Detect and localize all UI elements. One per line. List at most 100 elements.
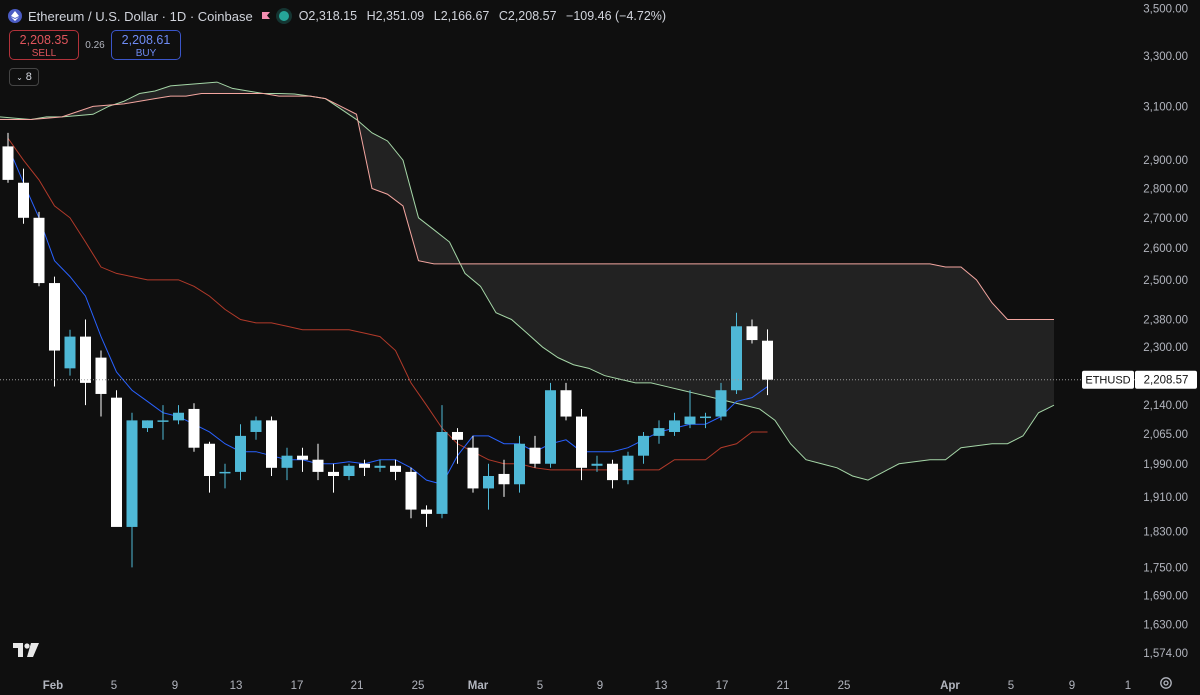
candle — [638, 431, 649, 464]
close-value: C2,208.57 — [498, 9, 557, 23]
y-tick-label: 1,910.00 — [1143, 492, 1188, 504]
candle — [111, 390, 122, 527]
candle-body — [64, 336, 76, 369]
y-tick-label: 3,100.00 — [1143, 101, 1188, 113]
candle — [281, 447, 293, 481]
cloud-fill — [0, 82, 1054, 481]
chevron-down-icon: ⌄ — [16, 72, 23, 82]
tradingview-logo-icon[interactable] — [12, 640, 42, 660]
candle-body — [18, 182, 29, 218]
symbol-tag-label: ETHUSD — [1085, 375, 1130, 387]
x-tick-label: 9 — [597, 680, 603, 692]
x-tick-label: 21 — [351, 680, 364, 692]
spread-value: 0.26 — [85, 39, 105, 51]
candle — [235, 424, 246, 481]
candle-body — [514, 443, 525, 485]
y-tick-label: 2,140.00 — [1143, 400, 1188, 412]
live-dot-icon — [278, 11, 289, 21]
candle-body — [421, 509, 432, 514]
candle-body — [467, 447, 479, 489]
settings-icon[interactable] — [1159, 676, 1173, 690]
candle — [715, 382, 727, 421]
candle-body — [157, 420, 169, 422]
candle-body — [746, 326, 758, 341]
candle-body — [235, 435, 246, 472]
indicators-toggle-button[interactable]: ⌄ 8 — [9, 68, 39, 86]
flag-icon[interactable] — [261, 11, 271, 21]
candle — [421, 505, 432, 527]
buy-label: BUY — [135, 48, 157, 59]
candle — [343, 463, 355, 481]
candle-body — [2, 146, 14, 180]
symbol-title[interactable]: Ethereum / U.S. Dollar · 1D · Coinbase — [28, 8, 253, 24]
candle-body — [266, 420, 277, 468]
indicators-count: 8 — [25, 71, 32, 83]
candle — [49, 276, 60, 387]
candle — [545, 382, 556, 468]
candle-body — [545, 390, 556, 464]
candle — [514, 435, 525, 493]
sell-button[interactable]: 2,208.35 SELL — [9, 30, 79, 60]
candle-body — [188, 408, 200, 448]
x-tick-label: 21 — [777, 680, 790, 692]
price-tag-label: 2,208.57 — [1144, 375, 1189, 387]
candle — [762, 329, 773, 396]
candle-body — [281, 455, 293, 468]
candle — [653, 420, 665, 444]
candle — [746, 319, 758, 344]
candle — [390, 459, 401, 481]
candle — [576, 408, 587, 481]
x-tick-label: 17 — [716, 680, 729, 692]
y-tick-label: 3,300.00 — [1143, 51, 1188, 63]
buy-button[interactable]: 2,208.61 BUY — [111, 30, 181, 60]
candle-body — [343, 465, 355, 476]
candle — [700, 412, 711, 429]
y-tick-label: 1,750.00 — [1143, 562, 1188, 574]
candle-body — [653, 428, 665, 436]
candle-body — [715, 390, 727, 417]
candle — [405, 467, 417, 519]
x-tick-label: 5 — [537, 680, 543, 692]
x-tick-label: 13 — [655, 680, 668, 692]
candle — [374, 459, 386, 472]
candle-body — [436, 431, 448, 514]
candle — [312, 443, 324, 481]
x-tick-label: 13 — [230, 680, 243, 692]
y-tick-label: 2,500.00 — [1143, 275, 1188, 287]
candle-body — [483, 475, 494, 489]
y-tick-label: 3,500.00 — [1143, 4, 1188, 16]
candle-body — [297, 455, 308, 460]
candle — [560, 382, 572, 421]
x-tick-label: 5 — [1008, 680, 1014, 692]
ohlc-values: O2,318.15 H2,351.09 L2,166.67 C2,208.57 … — [299, 9, 672, 23]
x-tick-label: 5 — [111, 680, 117, 692]
candle — [266, 416, 277, 476]
candle — [529, 435, 541, 468]
candle-body — [452, 431, 463, 440]
candle-body — [250, 420, 262, 432]
candle — [607, 459, 618, 489]
sell-label: SELL — [31, 48, 57, 59]
trade-panel: 2,208.35 SELL 0.26 2,208.61 BUY — [9, 30, 181, 60]
last-price-tag: ETHUSD 2,208.57 — [0, 370, 1197, 389]
leading-span-a-line — [0, 81, 1055, 481]
buy-price: 2,208.61 — [121, 33, 171, 47]
candle-body — [669, 420, 680, 432]
candle — [483, 463, 494, 510]
candle — [95, 350, 107, 417]
time-axis: Feb 5 9 13 17 21 25 Mar 5 9 13 17 21 25 Apr 5 9 1 — [43, 680, 1131, 692]
candle-body — [405, 471, 417, 510]
candle-body — [576, 416, 587, 468]
y-tick-label: 2,700.00 — [1143, 213, 1188, 225]
candle — [188, 403, 200, 452]
x-tick-label: 9 — [1069, 680, 1075, 692]
y-tick-label: 2,600.00 — [1143, 243, 1188, 255]
x-tick-label: 25 — [838, 680, 851, 692]
y-tick-label: 1,574.00 — [1143, 648, 1188, 660]
candle — [18, 168, 29, 224]
price-axis: 3,500.00 3,300.00 3,100.00 2,900.00 2,800.00… — [1143, 4, 1188, 660]
candle — [64, 329, 76, 376]
candle — [250, 416, 262, 440]
symbol-tag — [1082, 370, 1134, 389]
